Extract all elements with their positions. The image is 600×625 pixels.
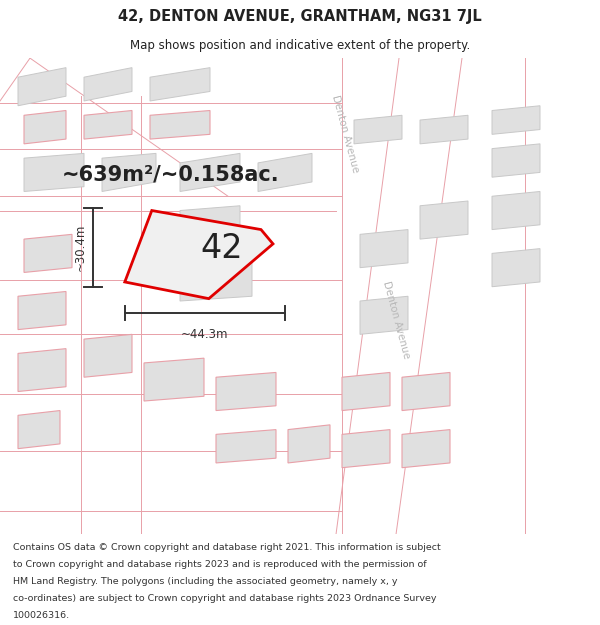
Polygon shape [102,153,156,191]
Text: ~44.3m: ~44.3m [181,328,229,341]
Polygon shape [180,153,240,191]
Polygon shape [360,296,408,334]
Polygon shape [492,191,540,229]
Text: Denton Avenue: Denton Avenue [381,280,411,360]
Polygon shape [420,115,468,144]
Polygon shape [125,211,273,299]
Polygon shape [18,349,66,391]
Polygon shape [24,111,66,144]
Polygon shape [180,206,240,249]
Polygon shape [402,429,450,468]
Polygon shape [342,429,390,468]
Polygon shape [144,358,204,401]
Polygon shape [492,106,540,134]
Polygon shape [24,153,84,191]
Text: co-ordinates) are subject to Crown copyright and database rights 2023 Ordnance S: co-ordinates) are subject to Crown copyr… [13,594,437,602]
Polygon shape [216,429,276,463]
Polygon shape [288,425,330,463]
Polygon shape [492,144,540,177]
Polygon shape [84,68,132,101]
Text: Contains OS data © Crown copyright and database right 2021. This information is : Contains OS data © Crown copyright and d… [13,543,441,552]
Polygon shape [216,372,276,411]
Text: 100026316.: 100026316. [13,611,70,619]
Polygon shape [354,115,402,144]
Polygon shape [18,68,66,106]
Polygon shape [18,411,60,449]
Polygon shape [420,201,468,239]
Polygon shape [360,229,408,268]
Text: Denton Avenue: Denton Avenue [330,94,360,174]
Polygon shape [150,111,210,139]
Text: 42: 42 [200,232,243,264]
Text: to Crown copyright and database rights 2023 and is reproduced with the permissio: to Crown copyright and database rights 2… [13,560,427,569]
Text: 42, DENTON AVENUE, GRANTHAM, NG31 7JL: 42, DENTON AVENUE, GRANTHAM, NG31 7JL [118,9,482,24]
Polygon shape [258,153,312,191]
Text: ~639m²/~0.158ac.: ~639m²/~0.158ac. [62,165,280,185]
Text: Map shows position and indicative extent of the property.: Map shows position and indicative extent… [130,39,470,52]
Polygon shape [150,68,210,101]
Polygon shape [24,234,72,272]
Polygon shape [342,372,390,411]
Polygon shape [180,258,252,301]
Polygon shape [18,291,66,329]
Text: ~30.4m: ~30.4m [73,224,86,271]
Polygon shape [84,111,132,139]
Polygon shape [492,249,540,287]
Polygon shape [84,334,132,378]
Text: HM Land Registry. The polygons (including the associated geometry, namely x, y: HM Land Registry. The polygons (includin… [13,577,398,586]
Polygon shape [402,372,450,411]
